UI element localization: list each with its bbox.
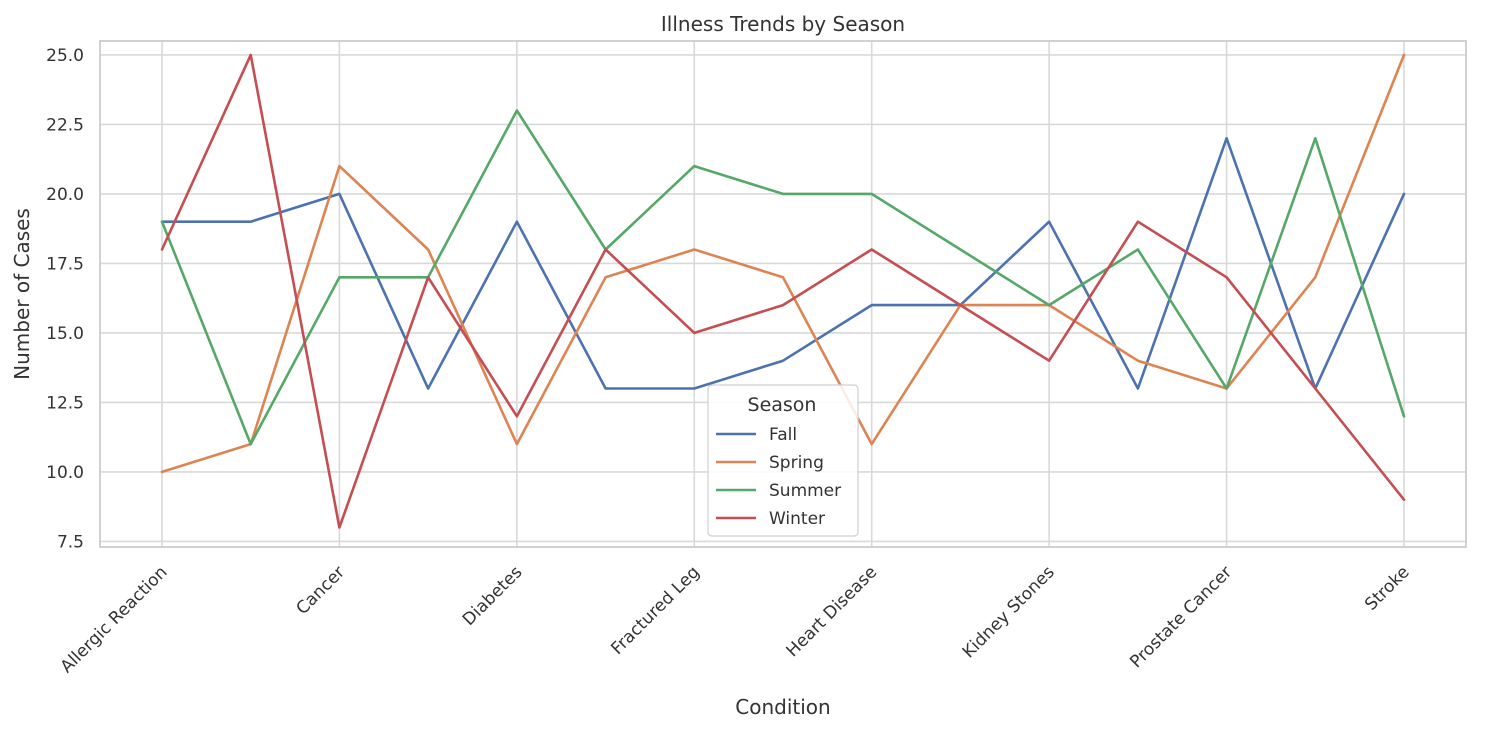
x-tick-label: Heart Disease — [783, 562, 882, 661]
legend-items: Fall Spring Summer Winter — [716, 425, 841, 529]
x-tick-label: Cancer — [292, 562, 348, 618]
legend-box — [707, 384, 859, 537]
x-tick-label: Kidney Stones — [959, 562, 1059, 662]
x-gridlines — [161, 41, 1405, 547]
y-tick-label: 15.0 — [46, 324, 84, 344]
legend-label-summer: Summer — [769, 481, 841, 501]
x-axis-ticks: Allergic Reaction Cancer Diabetes Fractured… — [57, 562, 1414, 677]
y-tick-label: 7.5 — [57, 532, 84, 552]
series-line-spring — [160, 53, 1406, 474]
x-tick-label: Stroke — [1361, 562, 1413, 614]
x-tick-label: Allergic Reaction — [57, 562, 172, 677]
x-axis-label: Condition — [735, 695, 830, 719]
series-line-winter — [160, 53, 1406, 529]
y-tick-label: 12.5 — [46, 393, 84, 413]
y-tick-label: 20.0 — [46, 185, 84, 205]
series-line-fall — [160, 137, 1406, 390]
legend-label-winter: Winter — [769, 509, 825, 529]
legend: Season Fall Spring Summer Winter — [707, 384, 859, 537]
y-axis-ticks: 7.5 10.0 12.5 15.0 17.5 20.0 22.5 25.0 — [46, 46, 84, 553]
y-axis-label: Number of Cases — [10, 208, 34, 380]
x-tick-label: Diabetes — [459, 562, 527, 630]
y-tick-label: 10.0 — [46, 463, 84, 483]
y-tick-label: 25.0 — [46, 46, 84, 66]
chart-title: Illness Trends by Season — [661, 12, 905, 36]
plot-area-frame — [99, 40, 1467, 548]
legend-title: Season — [748, 394, 817, 416]
y-tick-label: 22.5 — [46, 115, 84, 135]
series-lines — [160, 53, 1406, 529]
legend-label-spring: Spring — [769, 453, 824, 473]
y-tick-label: 17.5 — [46, 254, 84, 274]
x-tick-label: Prostate Cancer — [1126, 562, 1236, 672]
legend-label-fall: Fall — [769, 425, 797, 445]
x-tick-label: Fractured Leg — [607, 562, 703, 658]
series-line-summer — [160, 109, 1406, 446]
